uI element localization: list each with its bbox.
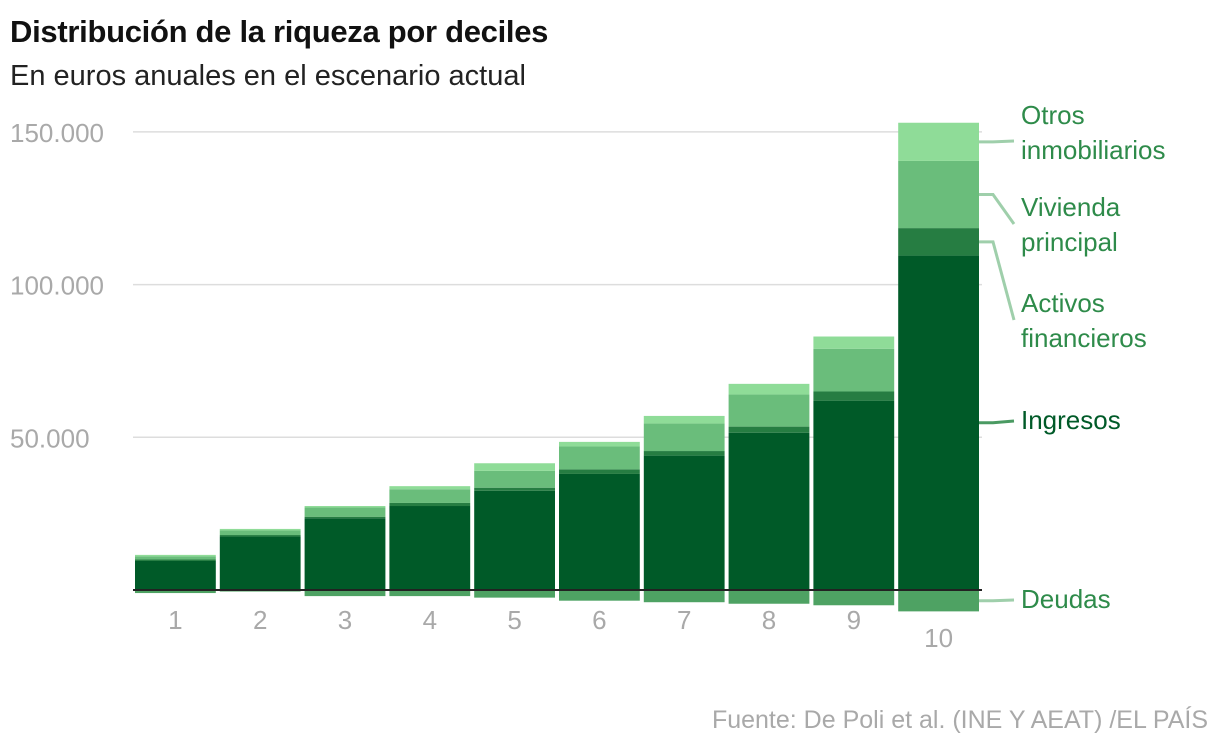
- bar-segment-vivienda-principal: [559, 446, 640, 470]
- legend-label-activos-financieros: financieros: [1021, 323, 1147, 353]
- legend-leader-activos-financieros: [979, 240, 1016, 321]
- bar-segment-vivienda-principal: [135, 556, 216, 560]
- bar-segment-deudas: [389, 590, 471, 597]
- bar-segment-activos-financieros: [559, 469, 640, 474]
- bar-segment-activos-financieros: [304, 516, 386, 519]
- x-tick-label: 3: [338, 605, 352, 635]
- bar-segment-otros-inmobiliarios: [898, 122, 979, 161]
- bar-segment-vivienda-principal: [643, 423, 725, 452]
- bar-segment-otros-inmobiliarios: [728, 383, 810, 395]
- legend-leader-deudas: [979, 598, 1015, 603]
- x-tick-label: 5: [507, 605, 521, 635]
- bar-segment-otros-inmobiliarios: [389, 486, 471, 490]
- x-tick-label: 4: [423, 605, 437, 635]
- bar-segment-vivienda-principal: [304, 507, 386, 517]
- bar-segment-ingresos: [219, 536, 301, 590]
- bar-segment-ingresos: [474, 490, 555, 590]
- bar-segment-vivienda-principal: [219, 530, 301, 536]
- x-tick-label: 10: [924, 623, 953, 653]
- bar-segment-deudas: [643, 590, 725, 603]
- bar-segment-ingresos: [728, 432, 810, 590]
- bar-segment-activos-financieros: [135, 559, 216, 561]
- bar-segment-deudas: [728, 590, 810, 604]
- x-tick-label: 9: [847, 605, 861, 635]
- bar-segment-otros-inmobiliarios: [813, 336, 895, 349]
- bar-segment-ingresos: [643, 455, 725, 590]
- bar-segment-otros-inmobiliarios: [219, 528, 301, 531]
- bar-segment-otros-inmobiliarios: [135, 554, 216, 557]
- legend-leader-ingresos: [979, 419, 1015, 425]
- y-tick-label: 100.000: [10, 271, 104, 301]
- bar-segment-otros-inmobiliarios: [559, 441, 640, 447]
- bar-segment-activos-financieros: [813, 391, 895, 401]
- bar-segment-vivienda-principal: [898, 160, 979, 229]
- bar-layer: [135, 122, 979, 612]
- chart-subtitle: En euros anuales en el escenario actual: [10, 60, 526, 92]
- bar-segment-deudas: [304, 590, 386, 597]
- bar-segment-activos-financieros: [898, 228, 979, 256]
- legend-label-vivienda-principal: principal: [1021, 227, 1118, 257]
- bar-segment-otros-inmobiliarios: [474, 463, 555, 471]
- bar-segment-activos-financieros: [219, 535, 301, 537]
- bar-segment-deudas: [474, 590, 555, 598]
- bar-segment-ingresos: [304, 518, 386, 590]
- x-tick-label: 7: [677, 605, 691, 635]
- bar-segment-ingresos: [813, 400, 895, 590]
- x-tick-label: 1: [168, 605, 182, 635]
- legend-layer: Ingresos Activos financieros Vivienda princi…: [979, 100, 1166, 614]
- legend-leader-vivienda-principal: [979, 193, 1016, 225]
- legend-label-otros-inmobiliarios: inmobiliarios: [1021, 135, 1166, 165]
- bar-segment-vivienda-principal: [389, 489, 471, 503]
- bar-segment-otros-inmobiliarios: [304, 506, 386, 508]
- bar-segment-vivienda-principal: [813, 348, 895, 392]
- bar-segment-ingresos: [389, 506, 471, 590]
- bar-segment-ingresos: [135, 560, 216, 590]
- bar-segment-vivienda-principal: [474, 470, 555, 488]
- axis-layer: 50.000 100.000 150.000 1 2 3 4 5 6 7 8 9 10: [10, 118, 982, 653]
- x-tick-label: 8: [762, 605, 776, 635]
- bar-segment-ingresos: [898, 255, 979, 590]
- x-tick-label: 6: [592, 605, 606, 635]
- bar-segment-deudas: [135, 590, 216, 594]
- bar-segment-deudas: [813, 590, 895, 606]
- chart-title: Distribución de la riqueza por deciles: [10, 14, 549, 49]
- bar-segment-activos-financieros: [474, 487, 555, 491]
- bar-segment-activos-financieros: [389, 502, 471, 507]
- bar-segment-activos-financieros: [728, 426, 810, 433]
- y-tick-label: 50.000: [10, 423, 90, 453]
- bar-segment-deudas: [898, 590, 979, 612]
- bar-segment-activos-financieros: [643, 451, 725, 456]
- legend-leader-otros-inmobiliarios: [979, 139, 1015, 144]
- legend-label-vivienda-principal: Vivienda: [1021, 192, 1121, 222]
- bar-segment-vivienda-principal: [728, 394, 810, 427]
- legend-label-ingresos: Ingresos: [1021, 405, 1121, 435]
- bar-segment-ingresos: [559, 473, 640, 590]
- y-tick-label: 150.000: [10, 118, 104, 148]
- legend-label-otros-inmobiliarios: Otros: [1021, 100, 1085, 130]
- source-note: Fuente: De Poli et al. (INE Y AEAT) /EL …: [711, 706, 1208, 734]
- bar-segment-otros-inmobiliarios: [643, 415, 725, 424]
- x-tick-label: 2: [253, 605, 267, 635]
- legend-label-activos-financieros: Activos: [1021, 288, 1105, 318]
- legend-label-deudas: Deudas: [1021, 584, 1111, 614]
- bar-segment-deudas: [559, 590, 640, 601]
